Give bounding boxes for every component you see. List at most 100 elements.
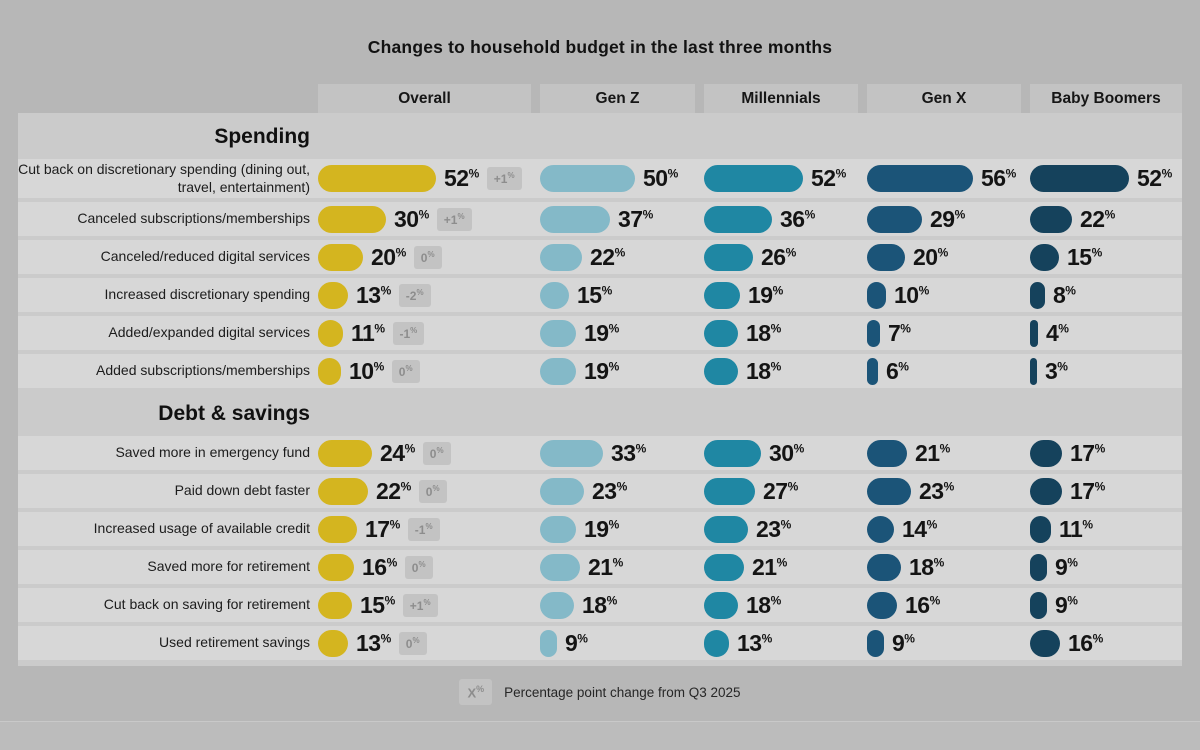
cell-genz: 22%	[540, 240, 704, 274]
cell-millennials: 26%	[704, 240, 867, 274]
cell-genx: 16%	[867, 588, 1030, 622]
bar-genx	[867, 165, 973, 192]
bar-genz	[540, 553, 580, 581]
cell-genz: 23%	[540, 474, 704, 508]
bar-overall	[318, 165, 436, 192]
cell-genz: 21%	[540, 550, 704, 584]
bar-millennials	[704, 591, 738, 619]
bar-boomers	[1030, 281, 1045, 309]
cell-millennials: 30%	[704, 436, 867, 470]
value-label: 18%	[909, 553, 944, 580]
row-label: Added subscriptions/memberships	[96, 362, 310, 379]
cell-genx: 56%	[867, 159, 1030, 198]
value-label: 6%	[886, 357, 909, 384]
change-badge: +1%	[486, 167, 522, 190]
bar-genz	[540, 357, 576, 385]
value-label: 33%	[611, 439, 646, 466]
change-badge: -2%	[398, 283, 431, 307]
cell-genz: 18%	[540, 588, 704, 622]
cell-overall: 22% 0%	[318, 474, 540, 508]
value-label: 21%	[915, 439, 950, 466]
cell-boomers: 11%	[1030, 512, 1182, 546]
value-label: 26%	[761, 243, 796, 270]
bar-boomers	[1030, 439, 1062, 467]
value-label: 17%	[1070, 439, 1105, 466]
table-row: Increased discretionary spending 13% -2% 15…	[18, 278, 1182, 312]
value-label: 17%	[365, 515, 400, 542]
section-title: Debt & savings	[158, 402, 310, 425]
cell-boomers: 4%	[1030, 316, 1182, 350]
bar-genx	[867, 515, 894, 543]
bar-genx	[867, 439, 907, 467]
value-label: 22%	[376, 477, 411, 504]
table-row: Saved more for retirement 16% 0% 21% 21% 18% 9…	[18, 550, 1182, 584]
cell-boomers: 16%	[1030, 626, 1182, 660]
bar-genx	[867, 281, 886, 309]
value-label: 27%	[763, 477, 798, 504]
value-label: 18%	[582, 591, 617, 618]
value-label: 17%	[1070, 477, 1105, 504]
value-label: 20%	[913, 243, 948, 270]
cell-genx: 20%	[867, 240, 1030, 274]
bar-overall	[318, 357, 341, 385]
cell-boomers: 8%	[1030, 278, 1182, 312]
table-row: Canceled/reduced digital services 20% 0% 22…	[18, 240, 1182, 274]
value-label: 9%	[1055, 591, 1078, 618]
value-label: 29%	[930, 205, 965, 232]
row-label: Increased usage of available credit	[93, 520, 310, 537]
cell-genx: 14%	[867, 512, 1030, 546]
change-badge: 0%	[413, 245, 442, 269]
change-badge: -1%	[407, 517, 440, 541]
bar-boomers	[1030, 591, 1047, 619]
bar-boomers	[1030, 243, 1059, 271]
cell-genz: 33%	[540, 436, 704, 470]
value-label: 16%	[905, 591, 940, 618]
value-label: 52%	[1137, 165, 1172, 191]
bar-overall	[318, 281, 348, 309]
cell-millennials: 23%	[704, 512, 867, 546]
value-label: 50%	[643, 165, 678, 191]
value-label: 19%	[584, 357, 619, 384]
cell-overall: 13% -2%	[318, 278, 540, 312]
column-headers: Overall Gen Z Millennials Gen X Baby Boomers	[18, 84, 1182, 113]
value-label: 13%	[356, 629, 391, 656]
cell-overall: 30% +1%	[318, 202, 540, 236]
cell-boomers: 9%	[1030, 588, 1182, 622]
column-header-genx: Gen X	[867, 84, 1021, 113]
cell-millennials: 18%	[704, 316, 867, 350]
value-label: 24%	[380, 439, 415, 466]
column-header-overall: Overall	[318, 84, 531, 113]
cell-genz: 9%	[540, 626, 704, 660]
cell-millennials: 18%	[704, 354, 867, 388]
value-label: 52%	[811, 165, 846, 191]
bar-boomers	[1030, 319, 1038, 347]
legend: X% Percentage point change from Q3 2025	[0, 679, 1200, 706]
bar-genx	[867, 553, 901, 581]
value-label: 19%	[584, 319, 619, 346]
value-label: 30%	[394, 205, 429, 232]
value-label: 21%	[588, 553, 623, 580]
legend-text: Percentage point change from Q3 2025	[504, 684, 741, 700]
value-label: 7%	[888, 319, 911, 346]
bar-millennials	[704, 439, 761, 467]
value-label: 18%	[746, 319, 781, 346]
cell-millennials: 52%	[704, 159, 867, 198]
row-label: Added/expanded digital services	[108, 324, 310, 341]
cell-genx: 6%	[867, 354, 1030, 388]
value-label: 16%	[362, 553, 397, 580]
bar-overall	[318, 477, 368, 505]
bar-genx	[867, 629, 884, 657]
cell-overall: 15% +1%	[318, 588, 540, 622]
bar-genz	[540, 205, 610, 233]
cell-genx: 9%	[867, 626, 1030, 660]
bar-genz	[540, 319, 576, 347]
bar-millennials	[704, 357, 738, 385]
change-badge: 0%	[398, 631, 427, 655]
cell-boomers: 17%	[1030, 436, 1182, 470]
cell-overall: 17% -1%	[318, 512, 540, 546]
bar-genz	[540, 515, 576, 543]
bar-millennials	[704, 165, 803, 192]
row-label: Increased discretionary spending	[104, 286, 310, 303]
row-label: Used retirement savings	[159, 634, 310, 651]
cell-boomers: 52%	[1030, 159, 1182, 198]
